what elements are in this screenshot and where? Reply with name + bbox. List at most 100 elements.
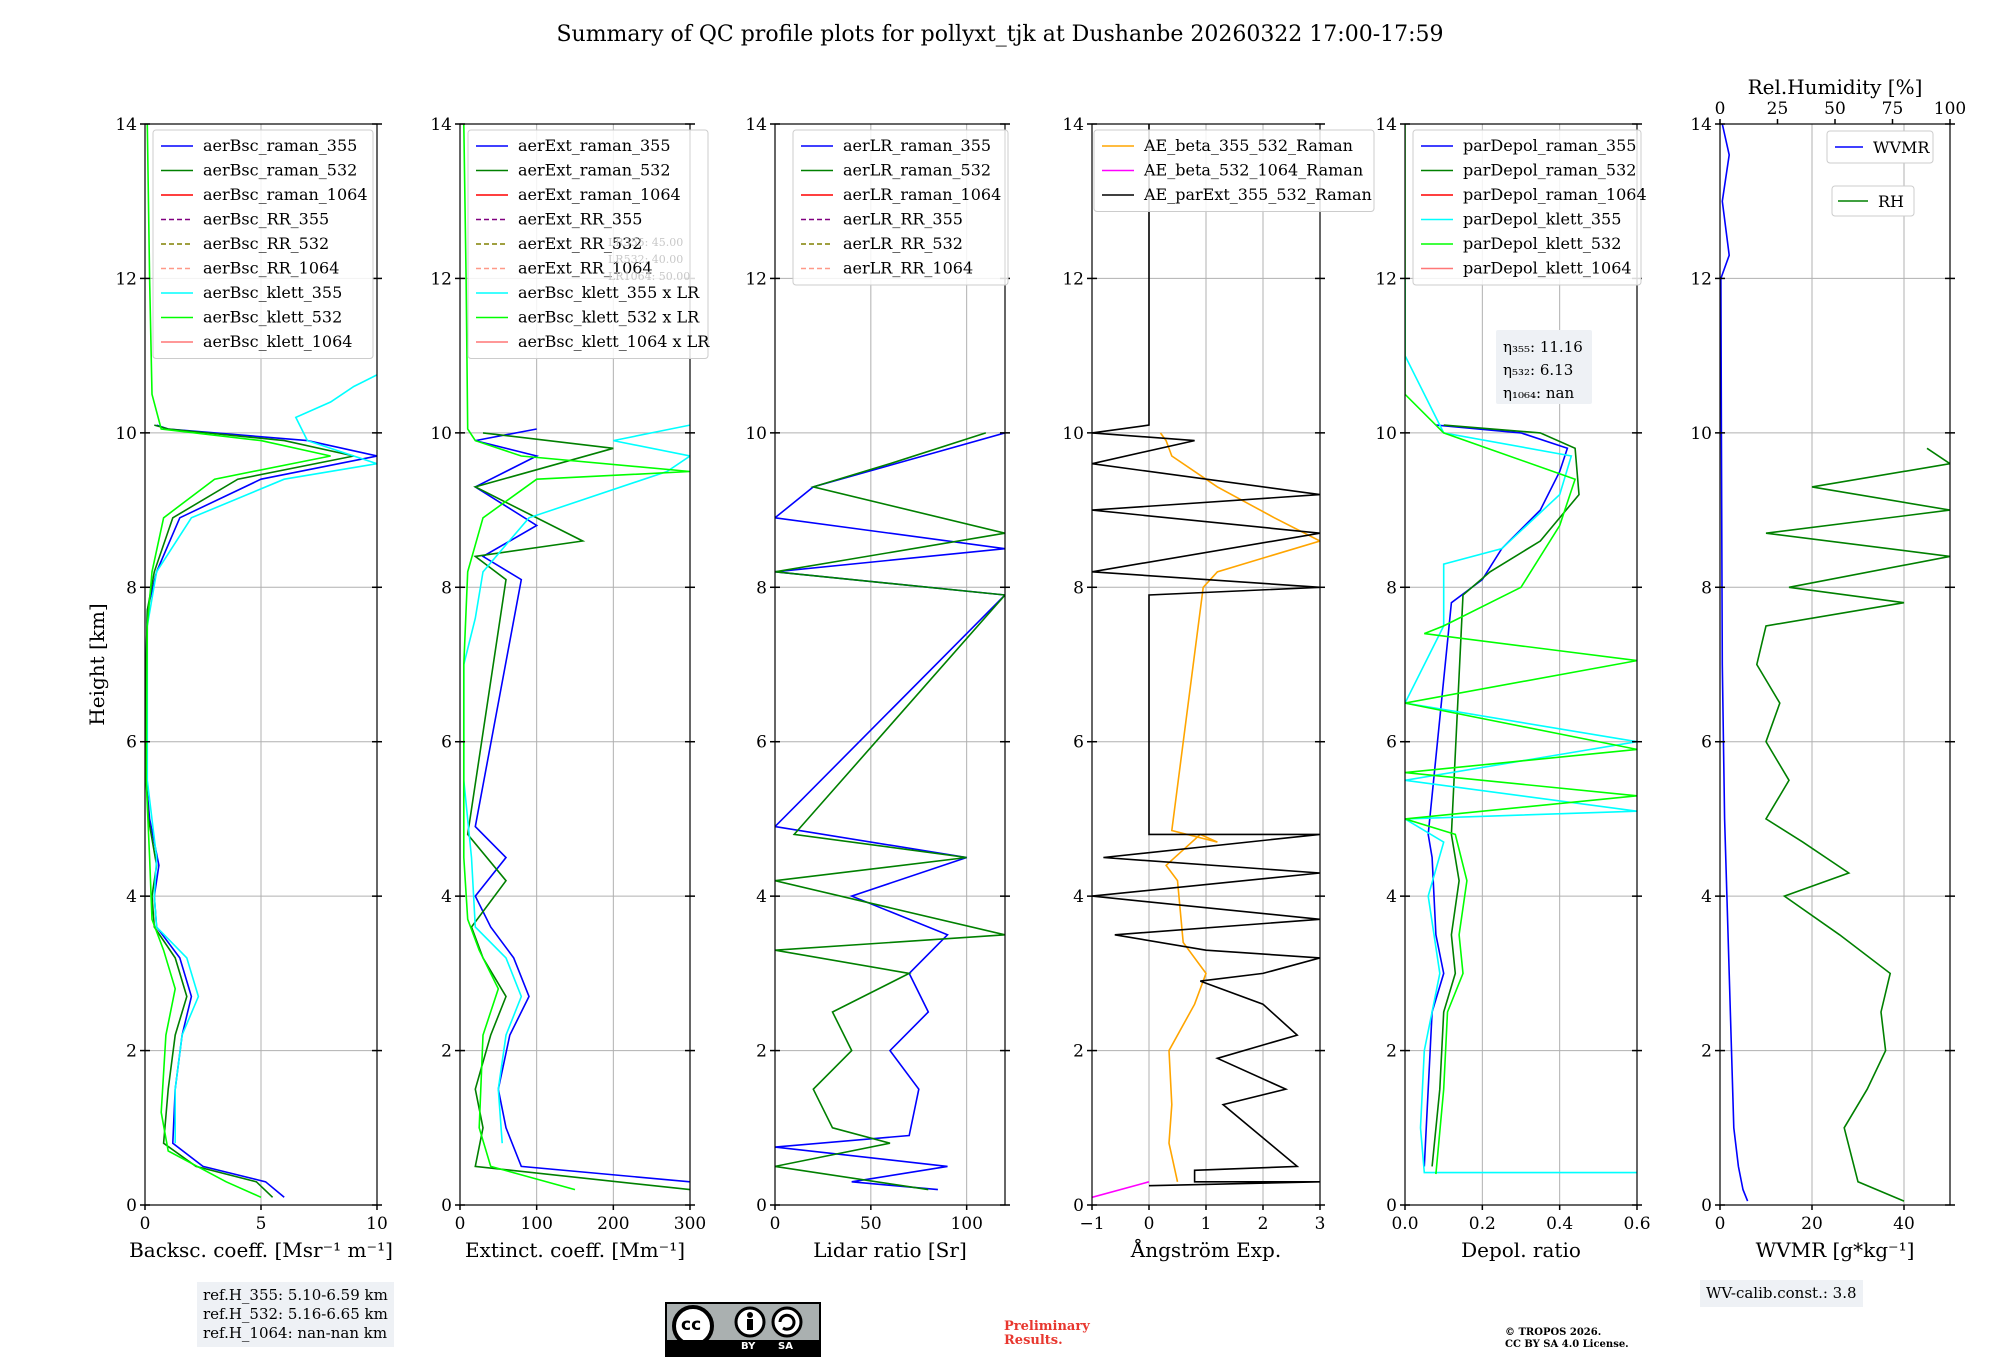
panel-angstrom-xlabel: Ångström Exp. xyxy=(1130,1237,1281,1262)
panel-backscatter-xlabel: Backsc. coeff. [Msr⁻¹ m⁻¹] xyxy=(129,1238,393,1262)
panel-water_vapor-xtick-label-0: 0 xyxy=(1715,1214,1726,1234)
panel-angstrom-ytick-label-14: 14 xyxy=(1062,115,1084,135)
panel-lidar_ratio-xtick-label-100: 100 xyxy=(950,1214,982,1234)
panel-depolarization-xtick-label-0.4: 0.4 xyxy=(1546,1214,1573,1234)
panel-depolarization-ytick-label-2: 2 xyxy=(1386,1042,1397,1062)
panel-backscatter-series-aerBsc_klett_532 xyxy=(145,124,331,1199)
panel-backscatter-legend-label-aerBsc_raman_532: aerBsc_raman_532 xyxy=(203,161,357,180)
panel-extinction-frame xyxy=(459,123,691,1206)
panel-depolarization-legend-label-parDepol_raman_532: parDepol_raman_532 xyxy=(1463,161,1636,180)
panel-water_vapor-frame xyxy=(1719,123,1951,1206)
panel-water_vapor-ytick-label-14: 14 xyxy=(1690,115,1712,135)
panel-lidar_ratio-legend-label-aerLR_raman_532: aerLR_raman_532 xyxy=(843,161,991,180)
panel-water_vapor-top-xtick-label-0: 0 xyxy=(1715,99,1726,119)
panel-depolarization-legend-label-parDepol_raman_1064: parDepol_raman_1064 xyxy=(1463,185,1647,204)
panel-depolarization-ytick-label-14: 14 xyxy=(1375,115,1397,135)
panel-extinction-legend-label-aerBsc_klett_1064 x LR: aerBsc_klett_1064 x LR xyxy=(518,332,710,351)
panel-angstrom-xtick-label-2: 2 xyxy=(1258,1214,1269,1234)
panel-water_vapor-ytick-label-12: 12 xyxy=(1690,269,1712,289)
panel-depolarization-legend-label-parDepol_klett_1064: parDepol_klett_1064 xyxy=(1463,259,1632,278)
panel-lidar_ratio-ytick-label-12: 12 xyxy=(745,269,767,289)
panel-lidar_ratio-xlabel: Lidar ratio [Sr] xyxy=(813,1238,967,1262)
panel-extinction-legend-label-aerExt_RR_532: aerExt_RR_532 xyxy=(518,234,642,253)
panel-water_vapor-ytick-label-2: 2 xyxy=(1701,1042,1712,1062)
panel-angstrom-ytick-label-2: 2 xyxy=(1073,1042,1084,1062)
preliminary-line-1: Preliminary xyxy=(1004,1319,1090,1334)
panel-backscatter-ytick-label-6: 6 xyxy=(126,733,137,753)
panel-depolarization-legend-label-parDepol_klett_355: parDepol_klett_355 xyxy=(1463,210,1621,229)
panel-depolarization-legend-label-parDepol_klett_532: parDepol_klett_532 xyxy=(1463,234,1621,253)
panel-extinction-series-aerExt_raman_532 xyxy=(466,432,690,1191)
panel-depolarization-ytick-label-0: 0 xyxy=(1386,1196,1397,1216)
panel-depolarization-eta-1: η₅₃₂: 6.13 xyxy=(1503,361,1573,379)
panel-lidar_ratio-ytick-label-0: 0 xyxy=(756,1196,767,1216)
panel-water_vapor-ytick-label-0: 0 xyxy=(1701,1196,1712,1216)
panel-lidar_ratio-xtick-label-0: 0 xyxy=(770,1214,781,1234)
panel-backscatter-ytick-label-8: 8 xyxy=(126,578,137,598)
panel-backscatter-ytick-label-14: 14 xyxy=(115,115,137,135)
panel-extinction-ytick-label-2: 2 xyxy=(441,1042,452,1062)
panel-extinction-legend-label-aerBsc_klett_532 x LR: aerBsc_klett_532 x LR xyxy=(518,308,700,327)
panel-extinction-ytick-label-10: 10 xyxy=(430,424,452,444)
copyright-line-1: © TROPOS 2026. xyxy=(1505,1327,1602,1338)
panel-extinction-lr-note-0: LR355: 45.00 xyxy=(608,236,683,249)
panel-extinction-legend-box xyxy=(467,129,709,359)
panel-backscatter-ytick-label-10: 10 xyxy=(115,424,137,444)
panel-lidar_ratio-legend-label-aerLR_raman_355: aerLR_raman_355 xyxy=(843,136,991,155)
panel-backscatter-legend-label-aerBsc_RR_1064: aerBsc_RR_1064 xyxy=(203,259,339,278)
panel-lidar_ratio-series-aerLR_raman_532 xyxy=(775,432,1005,1191)
panel-angstrom-ytick-label-12: 12 xyxy=(1062,269,1084,289)
panel-lidar_ratio-ytick-label-10: 10 xyxy=(745,424,767,444)
panel-backscatter-legend-box xyxy=(152,129,374,359)
panel-angstrom-xtick-label-0: 0 xyxy=(1144,1214,1155,1234)
panel-depolarization-xtick-label-0.2: 0.2 xyxy=(1469,1214,1496,1234)
panel-water_vapor-top-xtick-label-50: 50 xyxy=(1824,99,1846,119)
panel-extinction-xlabel: Extinct. coeff. [Mm⁻¹] xyxy=(465,1238,685,1262)
panel-water_vapor-top-xtick-label-25: 25 xyxy=(1767,99,1789,119)
panel-water_vapor-xlabel: WVMR [g*kg⁻¹] xyxy=(1756,1238,1915,1262)
panel-water_vapor-ytick-label-10: 10 xyxy=(1690,424,1712,444)
panel-depolarization-frame xyxy=(1404,123,1638,1206)
panel-extinction-legend-label-aerExt_RR_355: aerExt_RR_355 xyxy=(518,210,642,229)
panel-angstrom-legend-label-AE_parExt_355_532_Raman: AE_parExt_355_532_Raman xyxy=(1143,185,1372,204)
panel-extinction-legend-label-aerBsc_klett_355 x LR: aerBsc_klett_355 x LR xyxy=(518,283,700,302)
panel-angstrom-ytick-label-6: 6 xyxy=(1073,733,1084,753)
panel-lidar_ratio-legend-label-aerLR_RR_355: aerLR_RR_355 xyxy=(843,210,963,229)
y-axis-label: Height [km] xyxy=(85,603,109,725)
panel-lidar_ratio-frame xyxy=(774,123,1006,1206)
panel-water_vapor-series-RH xyxy=(1755,447,1950,1202)
panel-extinction-lr-note-2: LR1064: 50.00 xyxy=(608,270,690,283)
ref-height-box: ref.H_355: 5.10-6.59 km ref.H_532: 5.16-… xyxy=(197,1282,394,1347)
ref-height-355: ref.H_355: 5.10-6.59 km xyxy=(203,1286,388,1304)
preliminary-line-2: Results. xyxy=(1004,1333,1063,1348)
panel-lidar_ratio-xtick-label-50: 50 xyxy=(860,1214,882,1234)
panel-angstrom-legend-label-AE_beta_355_532_Raman: AE_beta_355_532_Raman xyxy=(1143,136,1353,155)
panel-angstrom-series-AE_beta_355_532_Raman xyxy=(1159,432,1320,1182)
cc-badge-footer: BY SA xyxy=(667,1340,819,1355)
panel-water_vapor-ytick-label-8: 8 xyxy=(1701,578,1712,598)
panel-backscatter-legend-label-aerBsc_klett_532: aerBsc_klett_532 xyxy=(203,308,342,327)
panel-water_vapor-legend-label-RH: RH xyxy=(1878,192,1904,211)
panel-water_vapor-ytick-label-6: 6 xyxy=(1701,733,1712,753)
figure-title: Summary of QC profile plots for pollyxt_… xyxy=(556,22,1444,47)
cc-license-badge[interactable]: cc BY SA xyxy=(665,1302,821,1357)
panel-depolarization-series-parDepol_raman_355 xyxy=(1423,424,1569,1167)
panel-lidar_ratio-legend-label-aerLR_raman_1064: aerLR_raman_1064 xyxy=(843,185,1001,204)
panel-extinction-ytick-label-8: 8 xyxy=(441,578,452,598)
panel-backscatter-legend-label-aerBsc_RR_532: aerBsc_RR_532 xyxy=(203,234,329,253)
cc-sa-label: SA xyxy=(778,1341,793,1352)
panel-water_vapor-xtick-label-20: 20 xyxy=(1801,1214,1823,1234)
panel-backscatter-ytick-label-4: 4 xyxy=(126,887,137,907)
panel-extinction-legend-label-aerExt_raman_1064: aerExt_raman_1064 xyxy=(518,185,681,204)
panel-extinction-ytick-label-14: 14 xyxy=(430,115,452,135)
panel-depolarization-series-parDepol_raman_532 xyxy=(1431,424,1580,1167)
panel-extinction-series-aerBsc_klett_355 x LR xyxy=(463,424,690,1144)
panel-lidar_ratio-ytick-label-4: 4 xyxy=(756,887,767,907)
panel-depolarization-ytick-label-4: 4 xyxy=(1386,887,1397,907)
panel-backscatter-legend-label-aerBsc_klett_355: aerBsc_klett_355 xyxy=(203,283,342,302)
panel-extinction-legend-label-aerExt_raman_355: aerExt_raman_355 xyxy=(518,136,671,155)
panel-backscatter-legend-label-aerBsc_klett_1064: aerBsc_klett_1064 xyxy=(203,332,352,351)
cc-icons xyxy=(672,1305,803,1347)
cc-logo-text: cc xyxy=(681,1315,702,1335)
